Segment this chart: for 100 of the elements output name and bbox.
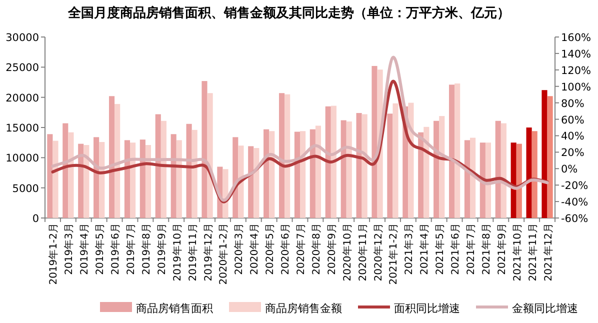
x-tick-label: 2021年9月 bbox=[496, 223, 508, 275]
bar bbox=[254, 148, 260, 218]
y2-tick-label: 120% bbox=[561, 64, 592, 77]
bar bbox=[516, 144, 522, 218]
bar bbox=[315, 126, 322, 218]
x-tick-label: 2020年5月 bbox=[264, 223, 276, 275]
y-tick-label: 15000 bbox=[6, 122, 39, 134]
bar bbox=[424, 126, 430, 218]
y2-tick-label: 140% bbox=[561, 48, 592, 60]
bar bbox=[392, 103, 398, 218]
legend-label: 商品房销售金额 bbox=[265, 302, 342, 315]
x-tick-label: 2019年6月 bbox=[110, 223, 122, 275]
bar bbox=[356, 113, 362, 218]
bar bbox=[485, 142, 492, 218]
bar bbox=[155, 114, 161, 218]
y2-tick-label: 80% bbox=[561, 98, 584, 110]
x-tick-label: 2020年8月 bbox=[310, 223, 322, 275]
y2-tick-label: 100% bbox=[561, 81, 592, 94]
bar bbox=[52, 140, 58, 218]
x-tick-label: 2020年1-2月 bbox=[218, 223, 230, 285]
chart-title: 全国月度商品房销售面积、销售金额及其同比走势（单位：万平方米、亿元） bbox=[67, 5, 510, 21]
bar bbox=[464, 140, 470, 218]
x-tick-label: 2020年6月 bbox=[280, 223, 292, 275]
x-tick-label: 2019年12月 bbox=[202, 223, 214, 282]
bar bbox=[495, 120, 501, 218]
bar bbox=[547, 96, 553, 218]
y2-tick-label: 0% bbox=[561, 164, 578, 176]
x-tick-label: 2019年4月 bbox=[78, 223, 91, 275]
y2-tick-label: -60% bbox=[561, 213, 588, 225]
x-tick-label: 2019年9月 bbox=[156, 223, 168, 275]
bar bbox=[300, 131, 306, 218]
bar bbox=[294, 132, 300, 218]
bar bbox=[114, 104, 120, 218]
bar bbox=[346, 121, 352, 218]
bar bbox=[145, 144, 152, 218]
y2-tick-label: 160% bbox=[561, 32, 592, 44]
x-tick-label: 2019年11月 bbox=[186, 223, 199, 282]
bar bbox=[186, 124, 192, 218]
bar bbox=[439, 116, 445, 218]
x-tick-label: 2019年5月 bbox=[94, 223, 106, 275]
x-tick-label: 2021年11月 bbox=[526, 223, 539, 282]
y-tick-label: 5000 bbox=[12, 182, 39, 195]
x-tick-label: 2021年7月 bbox=[465, 223, 477, 275]
bar bbox=[284, 94, 290, 218]
bar bbox=[68, 132, 74, 218]
legend-label: 金额同比增速 bbox=[512, 302, 578, 315]
x-tick-label: 2020年4月 bbox=[248, 223, 261, 275]
bar bbox=[192, 130, 198, 218]
bar bbox=[207, 93, 213, 218]
bar bbox=[78, 144, 84, 218]
bar bbox=[238, 146, 244, 218]
bar bbox=[448, 84, 455, 218]
bar bbox=[202, 81, 208, 218]
bar bbox=[108, 96, 115, 218]
bar bbox=[470, 138, 476, 218]
bar bbox=[434, 120, 440, 218]
x-tick-label: 2019年3月 bbox=[63, 223, 76, 275]
bar bbox=[330, 106, 336, 218]
x-tick-label: 2021年1-2月 bbox=[388, 223, 400, 285]
y2-tick-label: -20% bbox=[561, 180, 588, 192]
bar bbox=[62, 123, 68, 218]
x-tick-label: 2021年3月 bbox=[403, 223, 416, 275]
bar bbox=[130, 142, 136, 218]
bar bbox=[418, 132, 424, 218]
bar bbox=[160, 120, 166, 218]
y2-tick-label: 60% bbox=[561, 114, 584, 126]
bar bbox=[500, 123, 506, 218]
x-tick-label: 2019年7月 bbox=[125, 223, 137, 275]
bar bbox=[47, 134, 53, 218]
x-tick-label: 2020年12月 bbox=[372, 223, 384, 282]
y-tick-label: 30000 bbox=[6, 32, 39, 44]
bar bbox=[264, 129, 270, 218]
bar bbox=[325, 106, 331, 218]
x-tick-label: 2021年10月 bbox=[511, 223, 524, 282]
bar bbox=[542, 90, 548, 218]
y-tick-label: 20000 bbox=[6, 92, 39, 104]
y-tick-label: 10000 bbox=[6, 152, 39, 165]
bar bbox=[454, 83, 460, 218]
y-tick-label: 25000 bbox=[6, 62, 39, 74]
y2-tick-label: 40% bbox=[561, 130, 584, 143]
x-tick-label: 2020年11月 bbox=[356, 223, 369, 282]
bar bbox=[176, 140, 182, 218]
bar bbox=[526, 128, 532, 218]
x-tick-label: 2021年4月 bbox=[418, 223, 431, 275]
bar bbox=[124, 140, 130, 218]
x-tick-label: 2020年10月 bbox=[341, 223, 354, 282]
x-tick-label: 2021年8月 bbox=[480, 223, 492, 275]
bar bbox=[269, 131, 275, 218]
bar bbox=[94, 137, 100, 218]
bar bbox=[480, 142, 486, 218]
x-tick-label: 2019年10月 bbox=[171, 223, 184, 282]
x-tick-label: 2021年12月 bbox=[542, 223, 554, 282]
bar bbox=[140, 140, 146, 218]
x-tick-label: 2021年5月 bbox=[434, 223, 446, 275]
x-tick-label: 2020年3月 bbox=[233, 223, 246, 275]
bar bbox=[532, 131, 538, 218]
y2-tick-label: 20% bbox=[561, 147, 584, 160]
bar bbox=[340, 120, 346, 218]
bar bbox=[99, 142, 105, 218]
x-tick-label: 2020年7月 bbox=[295, 223, 307, 275]
